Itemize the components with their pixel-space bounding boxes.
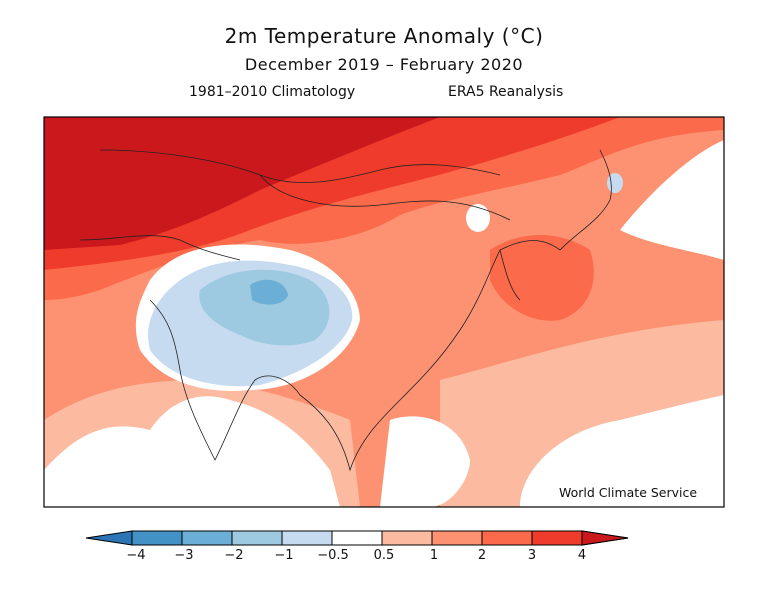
colorbar-tick: −4 bbox=[126, 548, 146, 563]
map-frame bbox=[43, 116, 725, 508]
chart-subtitle: December 2019 – February 2020 bbox=[244, 55, 524, 74]
colorbar-bin bbox=[181, 530, 233, 546]
colorbar-bin bbox=[431, 530, 483, 546]
colorbar bbox=[85, 530, 629, 546]
colorbar-bin bbox=[481, 530, 533, 546]
coastlines bbox=[79, 149, 612, 472]
chart-title: 2m Temperature Anomaly (°C) bbox=[224, 24, 544, 48]
dataset-label: ERA5 Reanalysis bbox=[448, 84, 564, 100]
colorbar-tick: 4 bbox=[577, 548, 587, 563]
colorbar-bin bbox=[531, 530, 583, 546]
region-above-4 bbox=[44, 117, 440, 250]
region-neg-2-3 bbox=[250, 279, 288, 305]
region-white-sw bbox=[44, 396, 340, 507]
colorbar-tick: −3 bbox=[174, 548, 194, 563]
colorbar-tick: −1 bbox=[274, 548, 294, 563]
colorbar-bin bbox=[281, 530, 333, 546]
region-white-blob-mongolia bbox=[466, 204, 490, 232]
colorbar-bin bbox=[231, 530, 283, 546]
region-white-ne bbox=[620, 140, 724, 260]
colorbar-tick: −0.5 bbox=[317, 548, 349, 563]
climatology-label: 1981–2010 Climatology bbox=[189, 84, 356, 100]
credit-label: World Climate Service bbox=[559, 485, 698, 500]
colorbar-bin bbox=[331, 530, 383, 546]
colorbar-bin bbox=[131, 530, 183, 546]
region-white-east bbox=[520, 395, 724, 507]
region-2-3-korea-japan bbox=[490, 235, 594, 321]
colorbar-bin bbox=[381, 530, 433, 546]
colorbar-tick: 1 bbox=[429, 548, 439, 563]
region-blue-blob-ne bbox=[607, 173, 623, 193]
colorbar-below-min bbox=[85, 530, 133, 546]
colorbar-tick: −2 bbox=[224, 548, 244, 563]
colorbar-tick: 3 bbox=[527, 548, 537, 563]
colorbar-tick: 0.5 bbox=[373, 548, 395, 563]
region-white-sea bbox=[380, 416, 470, 507]
region-neg-1-2 bbox=[199, 269, 330, 346]
colorbar-tick: 2 bbox=[477, 548, 487, 563]
